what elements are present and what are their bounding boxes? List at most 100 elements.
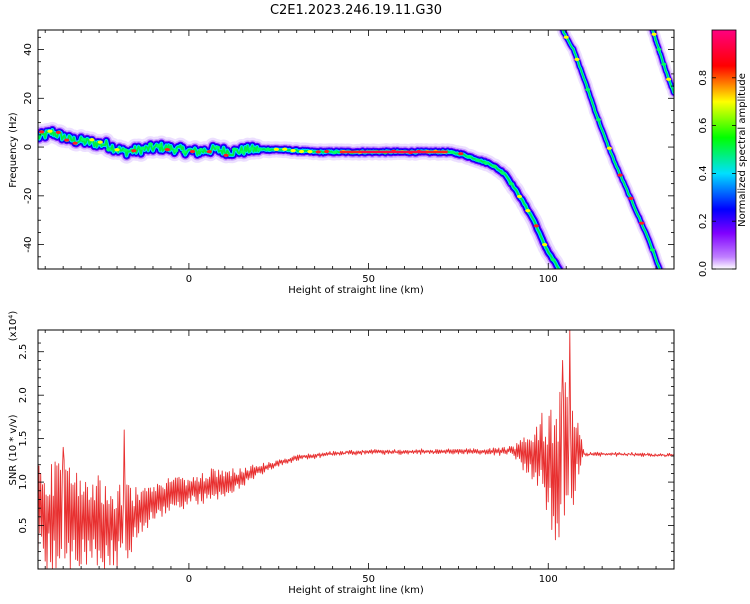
spectrogram-hotspot (273, 147, 279, 151)
spectrogram-hotspot (474, 158, 481, 162)
spectrogram-traces (38, 30, 674, 269)
spectrogram-hotspot (574, 57, 580, 61)
snr-series-line (38, 330, 674, 569)
spectrogram-hotspot (64, 138, 70, 142)
spectrogram-xtick-label: 50 (362, 274, 375, 285)
spectrogram-xlabel: Height of straight line (km) (288, 285, 424, 296)
spectrogram-hotspot (80, 137, 87, 141)
snr-xlabel: Height of straight line (km) (288, 585, 424, 596)
spectrogram-hotspot (639, 221, 645, 225)
spectrogram-hotspot (656, 47, 662, 52)
spectrogram-hotspot (508, 182, 514, 186)
spectrogram-hotspot (563, 35, 569, 39)
snr-xtick-label: 0 (186, 574, 192, 585)
spectrogram-hotspot (628, 196, 634, 200)
spectrogram-hotspot (223, 153, 229, 157)
colorbar-label: Normalized spectral amplitude (737, 73, 748, 227)
spectrogram-xtick-label: 100 (539, 274, 558, 285)
spectrogram-hotspot (458, 152, 464, 156)
spectrogram-panel: 0 50 100 -40 -20 0 20 40 Height of straight lin… (8, 29, 675, 296)
spectrogram-hotspot (164, 148, 170, 152)
spectrogram-hotspot (585, 88, 591, 92)
snr-ytick-label: 2.5 (18, 344, 29, 360)
spectrogram-hotspot (550, 258, 556, 262)
snr-multiplier: (x10⁴) (8, 311, 19, 342)
colorbar-tick-label: 0.8 (698, 70, 709, 86)
spectrogram-trace-layer (562, 30, 661, 269)
spectrogram-hotspot (324, 149, 330, 154)
spectrogram-hotspot (72, 141, 78, 145)
spectrogram-trace-alias-2 (646, 30, 674, 99)
snr-ytick-label: 1.0 (18, 474, 29, 490)
spectrogram-hotspot (542, 243, 548, 247)
spectrogram-hotspot (606, 146, 612, 150)
snr-ytick-label: 2.0 (18, 387, 29, 403)
spectrogram-hotspot (55, 130, 61, 135)
spectrogram-frame (37, 29, 675, 270)
snr-xtick-label: 100 (539, 574, 558, 585)
spectrogram-hotspot (106, 148, 112, 152)
spectrogram-hotspot (617, 173, 623, 177)
spectrogram-hotspot (651, 32, 657, 36)
colorbar-ticks: 0.0 0.2 0.4 0.6 0.8 (698, 70, 736, 277)
spectrogram-hotspot (248, 147, 254, 151)
spectrogram-hotspot (173, 149, 179, 153)
spectrogram-hotspot (131, 149, 137, 153)
spectrogram-hotspot (181, 150, 187, 154)
snr-xtick-label: 50 (362, 574, 375, 585)
snr-ticks: 0 50 100 0.5 1.0 1.5 2.0 2.5 (18, 330, 675, 585)
spectrogram-hotspot (89, 138, 95, 142)
spectrogram-hotspot (282, 147, 288, 151)
spectrogram-hotspot (307, 150, 313, 154)
spectrogram-hotspot (47, 129, 53, 133)
colorbar-tick-label: 0.0 (698, 261, 709, 277)
spectrogram-hotspot (483, 161, 489, 165)
spectrogram-hotspot (315, 150, 321, 154)
spectrogram-hotspot (122, 148, 129, 152)
spectrogram-ytick-label: 20 (23, 92, 34, 105)
spectrogram-ytick-label: 40 (23, 43, 34, 56)
spectrogram-hotspot (666, 77, 672, 81)
snr-ytick-label: 1.5 (18, 431, 29, 447)
spectrogram-hotspot (449, 150, 456, 154)
snr-panel: 0 50 100 0.5 1.0 1.5 2.0 2.5 Height of straight… (8, 311, 675, 596)
colorbar-tick-label: 0.2 (698, 213, 709, 229)
spectrogram-hotspot (206, 149, 212, 154)
spectrogram-hotspot (332, 150, 338, 154)
spectrogram-hotspot (114, 148, 120, 152)
spectrogram-hotspot (97, 140, 103, 144)
spectrogram-hotspot (516, 194, 523, 199)
spectrogram-hotspot (198, 148, 204, 152)
colorbar-tick-label: 0.4 (698, 165, 709, 181)
spectrogram-ticks: 0 50 100 -40 -20 0 20 40 (23, 30, 675, 285)
spectrogram-ylabel: Frequency (Hz) (8, 112, 19, 188)
colorbar-tick-label: 0.6 (698, 118, 709, 134)
snr-ytick-label: 0.5 (18, 518, 29, 534)
spectrogram-hotspot (491, 164, 497, 168)
spectrogram-ytick-label: -40 (23, 236, 34, 252)
spectrogram-trace-alias-1 (556, 30, 666, 269)
spectrogram-hotspot (215, 145, 221, 150)
spectrogram-hotspot (256, 147, 263, 151)
spectrogram-hotspot (595, 118, 602, 122)
snr-frame (37, 329, 675, 570)
spectrogram-hotspot (147, 142, 154, 146)
spectrogram-hotspot (139, 146, 145, 150)
spectrogram-trace-layer (651, 30, 674, 94)
spectrogram-xtick-label: 0 (186, 274, 192, 285)
spectrogram-ytick-label: 0 (23, 144, 34, 150)
colorbar-gradient (711, 29, 737, 270)
spectrogram-hotspot (38, 130, 45, 134)
spectrogram-hotspot (298, 149, 305, 154)
spectrogram-hotspot (156, 143, 162, 148)
spectrogram-hotspot (189, 149, 196, 154)
spectrogram-trace-main (38, 121, 567, 269)
spectrogram-hotspot (466, 155, 472, 159)
spectrogram-hotspot (525, 209, 531, 213)
spectrogram-hotspot (661, 62, 667, 66)
spectrogram-hotspot (265, 147, 271, 151)
spectrogram-hotspot (240, 150, 246, 154)
spectrogram-hotspot (649, 248, 656, 252)
